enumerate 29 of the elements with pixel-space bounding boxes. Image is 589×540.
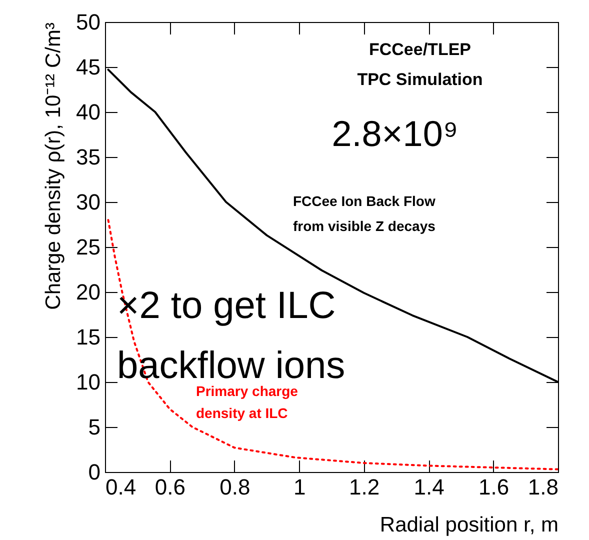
x-tick-label: 0.8 xyxy=(220,474,250,500)
annotation: density at ILC xyxy=(196,405,288,421)
y-tick-label: 20 xyxy=(76,280,100,304)
line-series xyxy=(107,219,558,470)
x-axis-title: Radial position r, m xyxy=(380,514,558,536)
x-tick-label: 1.4 xyxy=(414,474,444,500)
x-tick-label: 1.2 xyxy=(349,474,380,500)
y-tick-label: 50 xyxy=(76,10,100,34)
y-tick-label: 25 xyxy=(76,234,100,260)
y-tick-label: 15 xyxy=(76,324,100,350)
y-tick-label: 45 xyxy=(76,54,100,80)
y-tick-label: 10 xyxy=(76,370,100,394)
y-tick-label: 40 xyxy=(76,100,100,124)
y-tick-label: 0 xyxy=(88,460,100,484)
x-tick-label: 1 xyxy=(294,474,306,500)
y-tick-label: 35 xyxy=(76,144,100,170)
x-tick-label: 1.6 xyxy=(478,474,510,500)
annotation: FCCee Ion Back Flow xyxy=(293,193,436,209)
annotation: 2.8×10⁹ xyxy=(332,113,458,154)
annotation: TPC Simulation xyxy=(357,70,483,89)
y-tick-label: 30 xyxy=(76,190,100,214)
y-tick-label: 5 xyxy=(88,414,100,440)
annotation: ×2 to get ILC xyxy=(117,285,336,327)
annotation: FCCee/TLEP xyxy=(368,40,472,59)
x-tick-label: 0.6 xyxy=(154,474,186,500)
x-tick-label: 0.4 xyxy=(106,474,136,500)
annotation: from visible Z decays xyxy=(293,218,436,234)
x-tick-label: 1.8 xyxy=(528,474,558,500)
y-axis-title: Charge density ρ(r), 10⁻¹² C/m³ xyxy=(42,22,66,310)
